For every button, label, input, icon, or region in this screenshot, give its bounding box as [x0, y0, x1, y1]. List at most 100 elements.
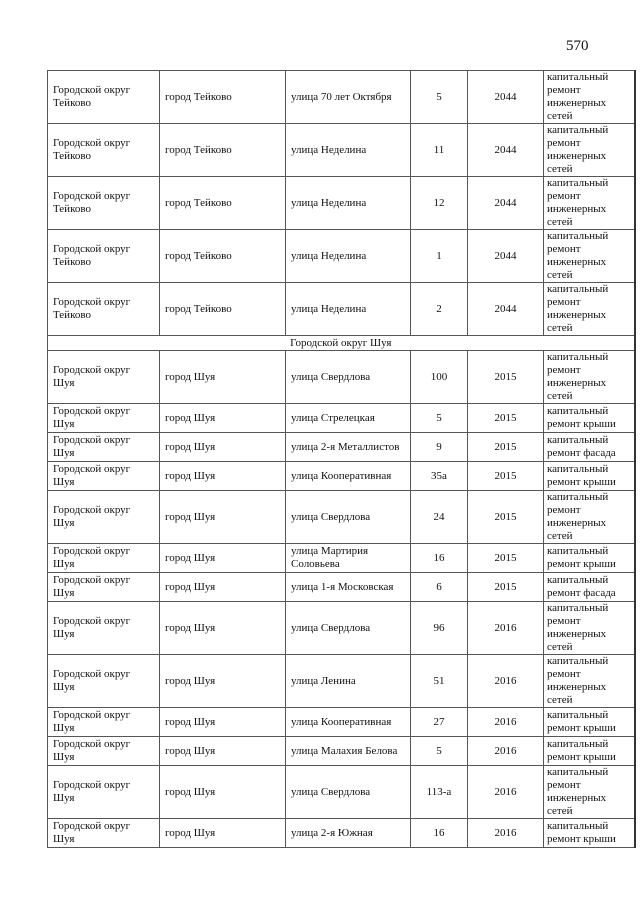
cell-year: 2016: [467, 601, 544, 655]
cell-street: улица Свердлова: [285, 490, 411, 544]
cell-work: капитальный ремонт инженерных сетей: [543, 176, 636, 230]
table-row: Городской округ Шуя город Шуя улица Стреле…: [47, 403, 636, 433]
cell-street: улица Неделина: [285, 229, 411, 283]
cell-work: капитальный ремонт инженерных сетей: [543, 123, 636, 177]
cell-year: 2044: [467, 123, 544, 177]
cell-city: город Шуя: [159, 432, 286, 462]
table-row: Городской округ Шуя город Шуя улица Коопер…: [47, 461, 636, 491]
cell-house: 96: [410, 601, 468, 655]
table-row: Городской округ Тейково город Тейково улиц…: [47, 229, 636, 283]
cell-district: Городской округ Шуя: [47, 490, 160, 544]
cell-city: город Тейково: [159, 123, 286, 177]
table-row: Городской округ Тейково город Тейково улиц…: [47, 176, 636, 230]
cell-city: город Шуя: [159, 765, 286, 819]
cell-house: 24: [410, 490, 468, 544]
cell-street: улица Свердлова: [285, 765, 411, 819]
cell-year: 2015: [467, 490, 544, 544]
cell-street: улица Ленина: [285, 654, 411, 708]
cell-district: Городской округ Шуя: [47, 818, 160, 848]
cell-house: 100: [410, 350, 468, 404]
cell-city: город Шуя: [159, 461, 286, 491]
cell-street: улица 1-я Московская: [285, 572, 411, 602]
cell-house: 16: [410, 543, 468, 573]
cell-district: Городской округ Шуя: [47, 432, 160, 462]
cell-house: 5: [410, 736, 468, 766]
cell-work: капитальный ремонт крыши: [543, 818, 636, 848]
cell-street: улица Стрелецкая: [285, 403, 411, 433]
cell-street: улица Мартирия Соловьева: [285, 543, 411, 573]
cell-house: 51: [410, 654, 468, 708]
cell-street: улица Кооперативная: [285, 461, 411, 491]
cell-work: капитальный ремонт крыши: [543, 543, 636, 573]
page-number: 570: [566, 38, 589, 54]
cell-year: 2016: [467, 654, 544, 708]
cell-house: 1: [410, 229, 468, 283]
cell-work: капитальный ремонт крыши: [543, 736, 636, 766]
table-row: Городской округ Тейково город Тейково улиц…: [47, 70, 636, 124]
cell-year: 2016: [467, 765, 544, 819]
cell-year: 2044: [467, 282, 544, 336]
cell-year: 2015: [467, 461, 544, 491]
cell-house: 27: [410, 707, 468, 737]
cell-city: город Шуя: [159, 707, 286, 737]
cell-work: капитальный ремонт инженерных сетей: [543, 765, 636, 819]
cell-city: город Шуя: [159, 572, 286, 602]
cell-year: 2015: [467, 543, 544, 573]
cell-city: город Шуя: [159, 543, 286, 573]
cell-year: 2015: [467, 350, 544, 404]
cell-city: город Тейково: [159, 176, 286, 230]
cell-house: 5: [410, 70, 468, 124]
cell-district: Городской округ Шуя: [47, 350, 160, 404]
cell-district: Городской округ Шуя: [47, 601, 160, 655]
cell-city: город Шуя: [159, 601, 286, 655]
cell-work: капитальный ремонт инженерных сетей: [543, 490, 636, 544]
cell-work: капитальный ремонт инженерных сетей: [543, 229, 636, 283]
cell-year: 2015: [467, 572, 544, 602]
cell-district: Городской округ Шуя: [47, 403, 160, 433]
cell-street: улица 2-я Металлистов: [285, 432, 411, 462]
cell-city: город Шуя: [159, 403, 286, 433]
cell-district: Городской округ Шуя: [47, 654, 160, 708]
cell-city: город Шуя: [159, 490, 286, 544]
cell-street: улица Кооперативная: [285, 707, 411, 737]
cell-street: улица Неделина: [285, 282, 411, 336]
cell-district: Городской округ Шуя: [47, 543, 160, 573]
cell-work: капитальный ремонт фасада: [543, 572, 636, 602]
table-row: Городской округ Шуя город Шуя улица Мартир…: [47, 543, 636, 573]
cell-house: 2: [410, 282, 468, 336]
cell-district: Городской округ Тейково: [47, 176, 160, 230]
cell-street: улица Свердлова: [285, 350, 411, 404]
cell-city: город Тейково: [159, 70, 286, 124]
table-row: Городской округ Тейково город Тейково улиц…: [47, 123, 636, 177]
table-row: Городской округ Шуя город Шуя улица 2-я Юж…: [47, 818, 636, 848]
cell-work: капитальный ремонт инженерных сетей: [543, 282, 636, 336]
cell-year: 2044: [467, 229, 544, 283]
cell-city: город Тейково: [159, 282, 286, 336]
cell-city: город Шуя: [159, 818, 286, 848]
cell-street: улица Неделина: [285, 123, 411, 177]
cell-district: Городской округ Тейково: [47, 282, 160, 336]
cell-district: Городской округ Шуя: [47, 461, 160, 491]
cell-year: 2044: [467, 176, 544, 230]
table-row: Городской округ Шуя город Шуя улица Свердл…: [47, 490, 636, 544]
table-row: Городской округ Шуя город Шуя улица Малахи…: [47, 736, 636, 766]
cell-district: Городской округ Шуя: [47, 572, 160, 602]
cell-district: Городской округ Шуя: [47, 736, 160, 766]
cell-city: город Шуя: [159, 350, 286, 404]
section-title: Городской округ Шуя: [47, 335, 636, 351]
cell-work: капитальный ремонт фасада: [543, 432, 636, 462]
cell-district: Городской округ Тейково: [47, 123, 160, 177]
cell-street: улица 70 лет Октября: [285, 70, 411, 124]
cell-city: город Тейково: [159, 229, 286, 283]
cell-work: капитальный ремонт инженерных сетей: [543, 70, 636, 124]
cell-city: город Шуя: [159, 654, 286, 708]
table-row: Городской округ Шуя город Шуя улица Коопер…: [47, 707, 636, 737]
table-row: Городской округ Шуя город Шуя улица Свердл…: [47, 350, 636, 404]
cell-work: капитальный ремонт крыши: [543, 403, 636, 433]
cell-street: улица 2-я Южная: [285, 818, 411, 848]
cell-work: капитальный ремонт крыши: [543, 707, 636, 737]
cell-city: город Шуя: [159, 736, 286, 766]
cell-house: 6: [410, 572, 468, 602]
table-row: Городской округ Тейково город Тейково улиц…: [47, 282, 636, 336]
cell-house: 9: [410, 432, 468, 462]
